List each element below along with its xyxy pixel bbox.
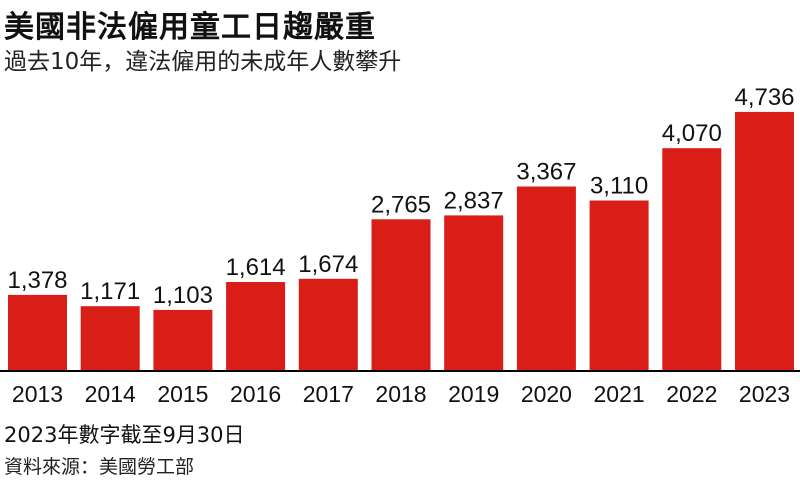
value-label-2023: 4,736 (734, 84, 794, 111)
x-tick-2013: 2013 (12, 381, 63, 407)
x-tick-2021: 2021 (594, 381, 645, 407)
bar-2014 (80, 306, 140, 370)
bar-2021 (589, 200, 649, 370)
x-tick-2020: 2020 (521, 381, 572, 407)
bar-2023 (735, 111, 794, 371)
value-label-2022: 4,070 (662, 120, 722, 147)
x-tick-2019: 2019 (448, 381, 499, 407)
x-tick-2015: 2015 (157, 381, 208, 407)
value-label-2013: 1,378 (7, 267, 67, 294)
value-label-2019: 2,837 (444, 187, 504, 214)
bar-2013 (8, 294, 67, 370)
x-tick-2023: 2023 (739, 381, 790, 407)
value-label-2015: 1,103 (153, 282, 213, 309)
chart-title: 美國非法僱用童工日趨嚴重 (4, 10, 376, 45)
value-label-2018: 2,765 (371, 191, 431, 218)
bar-2019 (444, 215, 504, 370)
value-label-2020: 3,367 (516, 159, 576, 186)
value-labels-group: 1,378 1,171 1,103 1,614 1,674 2,765 2,837 3,367… (7, 84, 794, 309)
bar-2018 (371, 219, 431, 370)
bar-2020 (516, 186, 576, 370)
bars-group (8, 111, 794, 371)
value-label-2017: 1,674 (298, 251, 358, 278)
x-tick-2017: 2017 (303, 381, 354, 407)
data-note: 2023年數字截至9月30日 (4, 423, 245, 447)
value-label-2016: 1,614 (226, 254, 286, 281)
x-tick-2018: 2018 (375, 381, 426, 407)
source-note: 資料來源：美國勞工部 (4, 456, 195, 478)
x-tick-2014: 2014 (85, 381, 136, 407)
bar-2016 (226, 282, 286, 370)
value-label-2021: 3,110 (590, 173, 648, 200)
bar-2017 (298, 278, 358, 370)
chart-subtitle: 過去10年，違法僱用的未成年人數攀升 (4, 49, 402, 75)
value-label-2014: 1,171 (80, 278, 140, 305)
x-tick-2022: 2022 (666, 381, 717, 407)
x-tick-2016: 2016 (230, 381, 281, 407)
bar-2015 (153, 309, 213, 370)
bar-2022 (662, 148, 722, 370)
x-tick-labels-group: 2013 2014 2015 2016 2017 2018 2019 2020 2021 2022… (12, 381, 790, 407)
